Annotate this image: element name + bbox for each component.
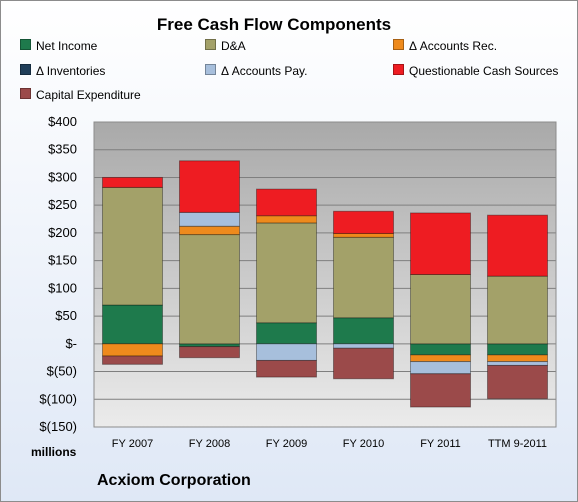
- bar-segment: [333, 317, 394, 345]
- bar-segment: [410, 361, 471, 375]
- bar-segment: [256, 188, 317, 217]
- bar-segment: [179, 160, 240, 213]
- legend-item-da: D&A: [205, 39, 246, 53]
- bar-segment: [102, 343, 163, 357]
- y-tick-label: $300: [48, 169, 77, 184]
- bar-segment: [487, 354, 548, 363]
- bar-segment: [487, 343, 548, 356]
- legend-item-questionable-cash: Questionable Cash Sources: [393, 64, 558, 78]
- bar-segment: [179, 225, 240, 236]
- y-tick-label: $350: [48, 142, 77, 157]
- bar-segment: [333, 343, 394, 349]
- x-tick-label: FY 2009: [266, 438, 307, 450]
- y-tick-label: $150: [48, 253, 77, 268]
- y-tick-label: $(150): [39, 419, 77, 434]
- bar-segment: [179, 234, 240, 345]
- bar-segment: [410, 354, 471, 363]
- bar-segment: [410, 343, 471, 356]
- bar-segment: [333, 347, 394, 380]
- legend-swatch: [205, 39, 216, 50]
- legend-item-accounts-rec: Δ Accounts Rec.: [393, 39, 497, 53]
- legend-label: Δ Accounts Pay.: [221, 64, 308, 78]
- y-tick-label: $100: [48, 280, 77, 295]
- bar-segment: [410, 373, 471, 408]
- legend-item-net-income: Net Income: [20, 39, 97, 53]
- legend-swatch: [205, 64, 216, 75]
- bar-segment: [256, 343, 317, 361]
- bar-segment: [102, 304, 163, 345]
- x-tick-label: FY 2011: [420, 438, 461, 450]
- y-tick-label: $400: [48, 114, 77, 129]
- legend-item-capex: Capital Expenditure: [20, 88, 141, 102]
- units-label: millions: [31, 445, 77, 459]
- bar-segment: [410, 274, 471, 345]
- legend-label: D&A: [221, 39, 246, 53]
- legend-label: Capital Expenditure: [36, 88, 141, 102]
- y-tick-label: $(50): [47, 364, 77, 379]
- bar-segment: [256, 359, 317, 378]
- company-name: Acxiom Corporation: [97, 472, 251, 489]
- bar-segment: [256, 222, 317, 324]
- x-tick-label: TTM 9-2011: [488, 438, 547, 450]
- legend-swatch: [393, 64, 404, 75]
- bar-segment: [487, 364, 548, 400]
- bar-segment: [487, 275, 548, 345]
- bar-segment: [102, 186, 163, 306]
- x-tick-label: FY 2010: [343, 438, 384, 450]
- bar-segment: [179, 346, 240, 359]
- x-tick-label: FY 2008: [189, 438, 230, 450]
- legend-item-inventories: Δ Inventories: [20, 64, 105, 78]
- bar-segment: [256, 215, 317, 224]
- plot-border: [93, 121, 557, 428]
- bar-segment: [487, 361, 548, 366]
- legend-label: Δ Accounts Rec.: [409, 39, 498, 53]
- legend-swatch: [20, 88, 31, 99]
- plot-background: [94, 122, 556, 427]
- bar-segment: [256, 322, 317, 345]
- legend-label: Net Income: [36, 39, 98, 53]
- legend-item-accounts-pay: Δ Accounts Pay.: [205, 64, 308, 78]
- y-tick-label: $50: [55, 308, 77, 323]
- bar-segment: [179, 211, 240, 227]
- y-tick-label: $(100): [39, 391, 77, 406]
- bar-segment: [333, 210, 394, 234]
- bar-segment: [410, 212, 471, 275]
- x-tick-label: FY 2007: [112, 438, 153, 450]
- chart-title: Free Cash Flow Components: [156, 15, 392, 34]
- y-tick-label: $200: [48, 225, 77, 240]
- legend-swatch: [20, 64, 31, 75]
- bar-segment: [487, 214, 548, 277]
- bar-segment: [333, 236, 394, 319]
- legend-swatch: [393, 39, 404, 50]
- bar-segment: [333, 232, 394, 238]
- legend-label: Questionable Cash Sources: [409, 64, 559, 78]
- bar-segment: [102, 355, 163, 365]
- legend-swatch: [20, 39, 31, 50]
- y-tick-label: $-: [65, 336, 77, 351]
- y-tick-label: $250: [48, 197, 77, 212]
- legend-label: Δ Inventories: [36, 64, 106, 78]
- bar-segment: [102, 176, 163, 188]
